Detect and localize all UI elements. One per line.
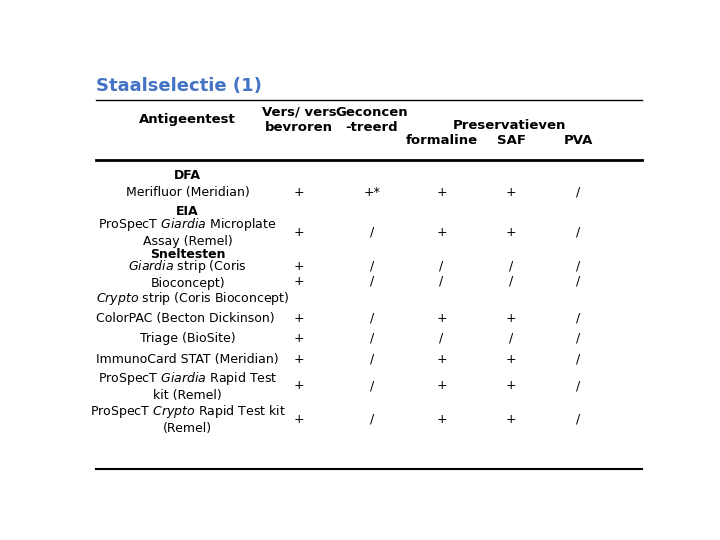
Text: /: / (576, 413, 580, 426)
Text: +: + (294, 312, 305, 325)
Text: Antigeentest: Antigeentest (139, 113, 236, 126)
Text: ProSpecT $\it{Giardia}$ Microplate
Assay (Remel): ProSpecT $\it{Giardia}$ Microplate Assay… (99, 217, 276, 248)
Text: /
/: / / (439, 260, 444, 288)
Text: Vers/ vers
bevroren: Vers/ vers bevroren (262, 106, 336, 134)
Text: +: + (294, 353, 305, 366)
Text: $\it{Giardia}$ strip (Coris
Bioconcept): $\it{Giardia}$ strip (Coris Bioconcept) (128, 258, 247, 290)
Text: +: + (294, 379, 305, 392)
Text: /: / (576, 353, 580, 366)
Text: +: + (506, 379, 517, 392)
Text: +: + (506, 413, 517, 426)
Text: Merifluor (Meridian): Merifluor (Meridian) (126, 186, 250, 199)
Text: /: / (576, 312, 580, 325)
Text: +*: +* (364, 186, 380, 199)
Text: +: + (294, 226, 305, 239)
Text: Sneltesten: Sneltesten (150, 248, 225, 261)
Text: +: + (436, 413, 447, 426)
Text: /: / (369, 226, 374, 239)
Text: +: + (294, 186, 305, 199)
Text: /: / (439, 332, 444, 345)
Text: +
+: + + (294, 260, 305, 288)
Text: /: / (369, 379, 374, 392)
Text: PVA: PVA (564, 134, 593, 147)
Text: +: + (436, 186, 447, 199)
Text: Preservatieven: Preservatieven (453, 119, 567, 132)
Text: ImmunoCard STAT (Meridian): ImmunoCard STAT (Meridian) (96, 353, 278, 366)
Text: +: + (506, 226, 517, 239)
Text: $\it{Crypto}$ strip (Coris Bioconcept): $\it{Crypto}$ strip (Coris Bioconcept) (96, 291, 289, 307)
Text: /: / (576, 379, 580, 392)
Text: formaline: formaline (405, 134, 477, 147)
Text: /: / (576, 226, 580, 239)
Text: SAF: SAF (497, 134, 526, 147)
Text: /
/: / / (509, 260, 513, 288)
Text: ProSpecT $\it{Giardia}$ Rapid Test
kit (Remel): ProSpecT $\it{Giardia}$ Rapid Test kit (… (98, 370, 277, 402)
Text: +: + (294, 332, 305, 345)
Text: +: + (436, 312, 447, 325)
Text: Geconcen
-treerd: Geconcen -treerd (336, 106, 408, 134)
Text: Triage (BioSite): Triage (BioSite) (140, 332, 235, 345)
Text: +: + (436, 226, 447, 239)
Text: +: + (506, 312, 517, 325)
Text: /
/: / / (369, 260, 374, 288)
Text: +: + (436, 379, 447, 392)
Text: +: + (294, 413, 305, 426)
Text: Staalselectie (1): Staalselectie (1) (96, 77, 261, 95)
Text: +: + (506, 186, 517, 199)
Text: EIA: EIA (176, 205, 199, 218)
Text: /
/: / / (576, 260, 580, 288)
Text: ProSpecT $\it{Crypto}$ Rapid Test kit
(Remel): ProSpecT $\it{Crypto}$ Rapid Test kit (R… (90, 403, 286, 435)
Text: /: / (369, 353, 374, 366)
Text: ColorPAC (Becton Dickinson): ColorPAC (Becton Dickinson) (96, 312, 274, 325)
Text: /: / (369, 413, 374, 426)
Text: /: / (509, 332, 513, 345)
Text: /: / (576, 186, 580, 199)
Text: +: + (506, 353, 517, 366)
Text: DFA: DFA (174, 170, 201, 183)
Text: /: / (369, 332, 374, 345)
Text: /: / (369, 312, 374, 325)
Text: /: / (576, 332, 580, 345)
Text: +: + (436, 353, 447, 366)
